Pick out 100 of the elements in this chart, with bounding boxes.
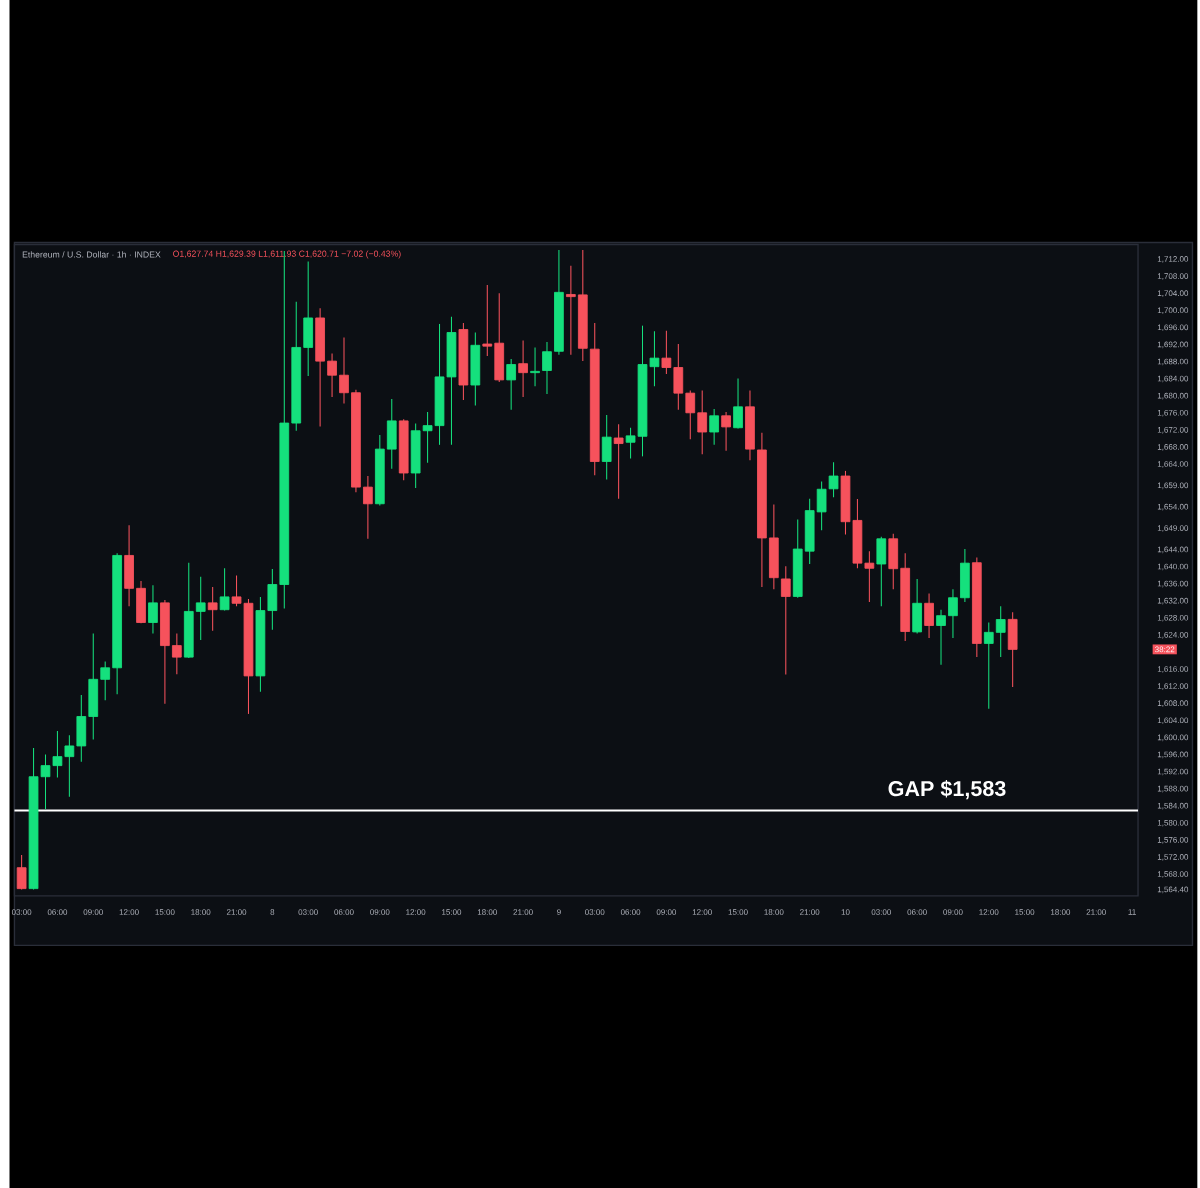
x-tick-label: 03:00: [585, 909, 605, 915]
candlestick: [195, 576, 206, 641]
y-tick-label: 1,576.00: [1157, 837, 1189, 844]
y-tick-label: 1,596.00: [1157, 751, 1189, 759]
y-tick-label: 1,696.00: [1157, 324, 1189, 332]
x-tick-label: 03:00: [871, 909, 892, 915]
candlestick: [542, 341, 552, 395]
x-tick-label: 9: [557, 909, 561, 915]
y-tick-label: 1,632.00: [1157, 597, 1189, 605]
x-tick-label: 06:00: [907, 909, 927, 915]
x-tick-label: 09:00: [656, 909, 677, 915]
x-tick-label: 12:00: [406, 909, 426, 915]
candlestick: [518, 340, 528, 398]
candlestick: [828, 461, 839, 498]
candlestick: [148, 584, 158, 635]
y-tick-label: 1,612.00: [1157, 683, 1189, 690]
x-tick-label: 21:00: [226, 909, 247, 915]
x-tick-label: 18:00: [1051, 909, 1071, 915]
y-tick-label: 1,664.00: [1157, 461, 1189, 468]
y-tick-label: 1,704.00: [1157, 290, 1189, 297]
candlestick: [709, 408, 720, 446]
x-tick-label: 8: [270, 909, 275, 915]
candlestick: [661, 330, 672, 375]
candlestick: [924, 593, 934, 639]
x-tick-label: 21:00: [1086, 909, 1106, 915]
y-tick-label: 1,604.00: [1157, 717, 1189, 725]
text: Ethereum / U.S. Dollar · 1h · INDEX: [22, 251, 161, 258]
x-tick-label: 18:00: [764, 909, 784, 915]
candlestick: [207, 586, 218, 632]
x-tick-label: 06:00: [620, 909, 641, 915]
y-tick-label: 1,640.00: [1157, 563, 1189, 571]
x-tick-label: 09:00: [83, 909, 103, 915]
candlestick: [530, 346, 540, 387]
y-tick-label: 1,588.00: [1157, 785, 1189, 793]
candlestick: [995, 605, 1006, 658]
y-tick-label: 1,600.00: [1157, 734, 1189, 742]
y-tick-label: 1,584.00: [1157, 802, 1189, 810]
candlestick: [780, 565, 791, 676]
y-tick-label: 1,700.00: [1157, 307, 1189, 315]
candlestick: [171, 633, 182, 675]
candlestick: [482, 284, 493, 357]
candlestick: [506, 358, 517, 411]
candlestick: [685, 390, 696, 440]
y-tick-label: 1,684.00: [1157, 375, 1189, 383]
y-tick-label: 1,568.00: [1157, 871, 1189, 878]
candlestick: [948, 588, 958, 639]
candlestick: [16, 854, 27, 891]
x-tick-label: 18:00: [191, 909, 211, 915]
y-tick-label: 1,676.00: [1157, 409, 1189, 417]
y-tick-label: 1,572.00: [1157, 854, 1189, 861]
x-tick-label: 15:00: [728, 909, 748, 915]
candlestick: [613, 423, 624, 500]
y-tick-label: 1,688.00: [1157, 358, 1189, 366]
y-tick-label: 1,708.00: [1157, 273, 1189, 280]
x-tick-label: 15:00: [1015, 909, 1035, 915]
ref-line-label: GAP $1,583: [888, 780, 1006, 800]
x-tick-label: 06:00: [334, 909, 354, 915]
candlestick: [339, 337, 349, 404]
candlestick: [721, 411, 731, 452]
candlestick: [816, 481, 827, 531]
candlestick: [566, 265, 576, 356]
candlestick: [219, 567, 230, 612]
y-tick-label: 1,580.00: [1157, 819, 1189, 827]
y-tick-label: 1,649.00: [1157, 525, 1189, 532]
candlestick: [100, 660, 111, 701]
x-tick-label: 15:00: [442, 909, 462, 915]
y-tick-label: 1,644.00: [1157, 546, 1189, 554]
y-tick-label: 1,659.00: [1157, 482, 1189, 490]
x-tick-label: 06:00: [47, 909, 68, 915]
candlestick: [327, 352, 337, 398]
x-tick-label: 12:00: [692, 909, 712, 915]
x-tick-label: 10: [841, 909, 850, 915]
x-tick-label: 21:00: [800, 909, 820, 915]
x-tick-label: 03:00: [298, 909, 318, 915]
y-tick-label: 1,608.00: [1157, 700, 1189, 708]
x-tick-label: 12:00: [979, 909, 999, 915]
y-tick-label: 1,624.00: [1157, 632, 1189, 639]
y-tick-label: 1,680.00: [1157, 392, 1189, 400]
candlestick: [936, 609, 946, 666]
candlestick: [983, 622, 994, 710]
y-tick-label: 1,654.00: [1157, 503, 1189, 511]
y-tick-label: 1,712.00: [1157, 256, 1189, 263]
y-tick-label: 1,592.00: [1157, 768, 1189, 776]
y-tick-label: 1,672.00: [1157, 427, 1189, 434]
y-tick-label: 1,616.00: [1157, 666, 1189, 673]
x-tick-label: 21:00: [513, 909, 533, 915]
y-tick-label: 1,668.00: [1157, 444, 1189, 451]
x-tick-label: 15:00: [155, 909, 175, 915]
y-tick-label: 1,564.40: [1157, 886, 1189, 894]
y-tick-label: 1,628.00: [1157, 614, 1189, 622]
y-tick-label: 1,692.00: [1157, 341, 1189, 349]
x-tick-label: 18:00: [477, 909, 497, 915]
x-tick-label: 12:00: [119, 909, 139, 915]
y-tick-label: 1,636.00: [1157, 580, 1189, 588]
x-tick-label: 03:00: [11, 909, 32, 915]
x-tick-label: 11: [1128, 909, 1136, 915]
x-tick-label: 09:00: [370, 909, 390, 915]
candlestick: [697, 390, 708, 455]
x-tick-label: 09:00: [943, 909, 963, 915]
text: 38:22: [1155, 646, 1175, 653]
